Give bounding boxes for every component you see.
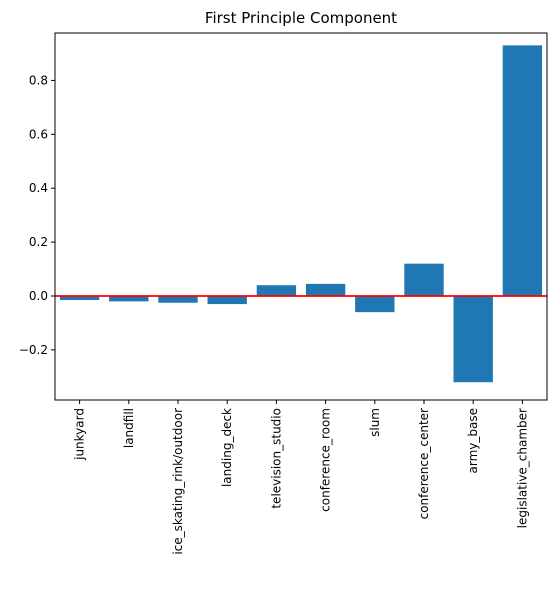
bar-legislative-chamber — [502, 45, 543, 296]
x-tick-label: slum — [368, 408, 382, 437]
bar-landfill — [109, 295, 149, 302]
x-tick-label: junkyard — [73, 408, 87, 461]
x-tick-label: landfill — [122, 408, 136, 448]
bar-television-studio — [256, 285, 297, 296]
bar-army-base — [453, 295, 493, 383]
x-tick-label: television_studio — [269, 408, 283, 509]
x-tick-label: army_base — [466, 408, 480, 473]
y-tick-label: 0.0 — [29, 289, 48, 303]
x-tick-label: landing_deck — [220, 408, 234, 487]
y-tick-label: 0.8 — [29, 73, 48, 87]
bar-slum — [355, 295, 395, 313]
chart-title: First Principle Component — [205, 9, 397, 27]
x-tick-label: conference_center — [417, 408, 431, 519]
bar-conference-room — [305, 283, 346, 296]
x-tick-label: legislative_chamber — [515, 408, 529, 528]
bar-landing-deck — [207, 295, 247, 305]
y-tick-label: −0.2 — [19, 343, 48, 357]
bar-junkyard — [59, 295, 100, 301]
plot-area-frame — [54, 32, 548, 401]
bar-conference-center — [404, 263, 444, 296]
bar-ice-skating-rink-outdoor — [158, 295, 198, 303]
bars-group — [59, 45, 543, 383]
y-tick-label: 0.6 — [29, 127, 48, 141]
y-tick-label: 0.4 — [29, 181, 48, 195]
y-tick-label: 0.2 — [29, 235, 48, 249]
x-axis: junkyard landfill ice_skating_rink/outdoor… — [73, 400, 529, 555]
x-tick-label: ice_skating_rink/outdoor — [171, 408, 185, 555]
x-tick-label: conference_room — [319, 408, 333, 512]
y-axis: −0.2 0.0 0.2 0.4 0.6 0.8 — [19, 73, 55, 357]
